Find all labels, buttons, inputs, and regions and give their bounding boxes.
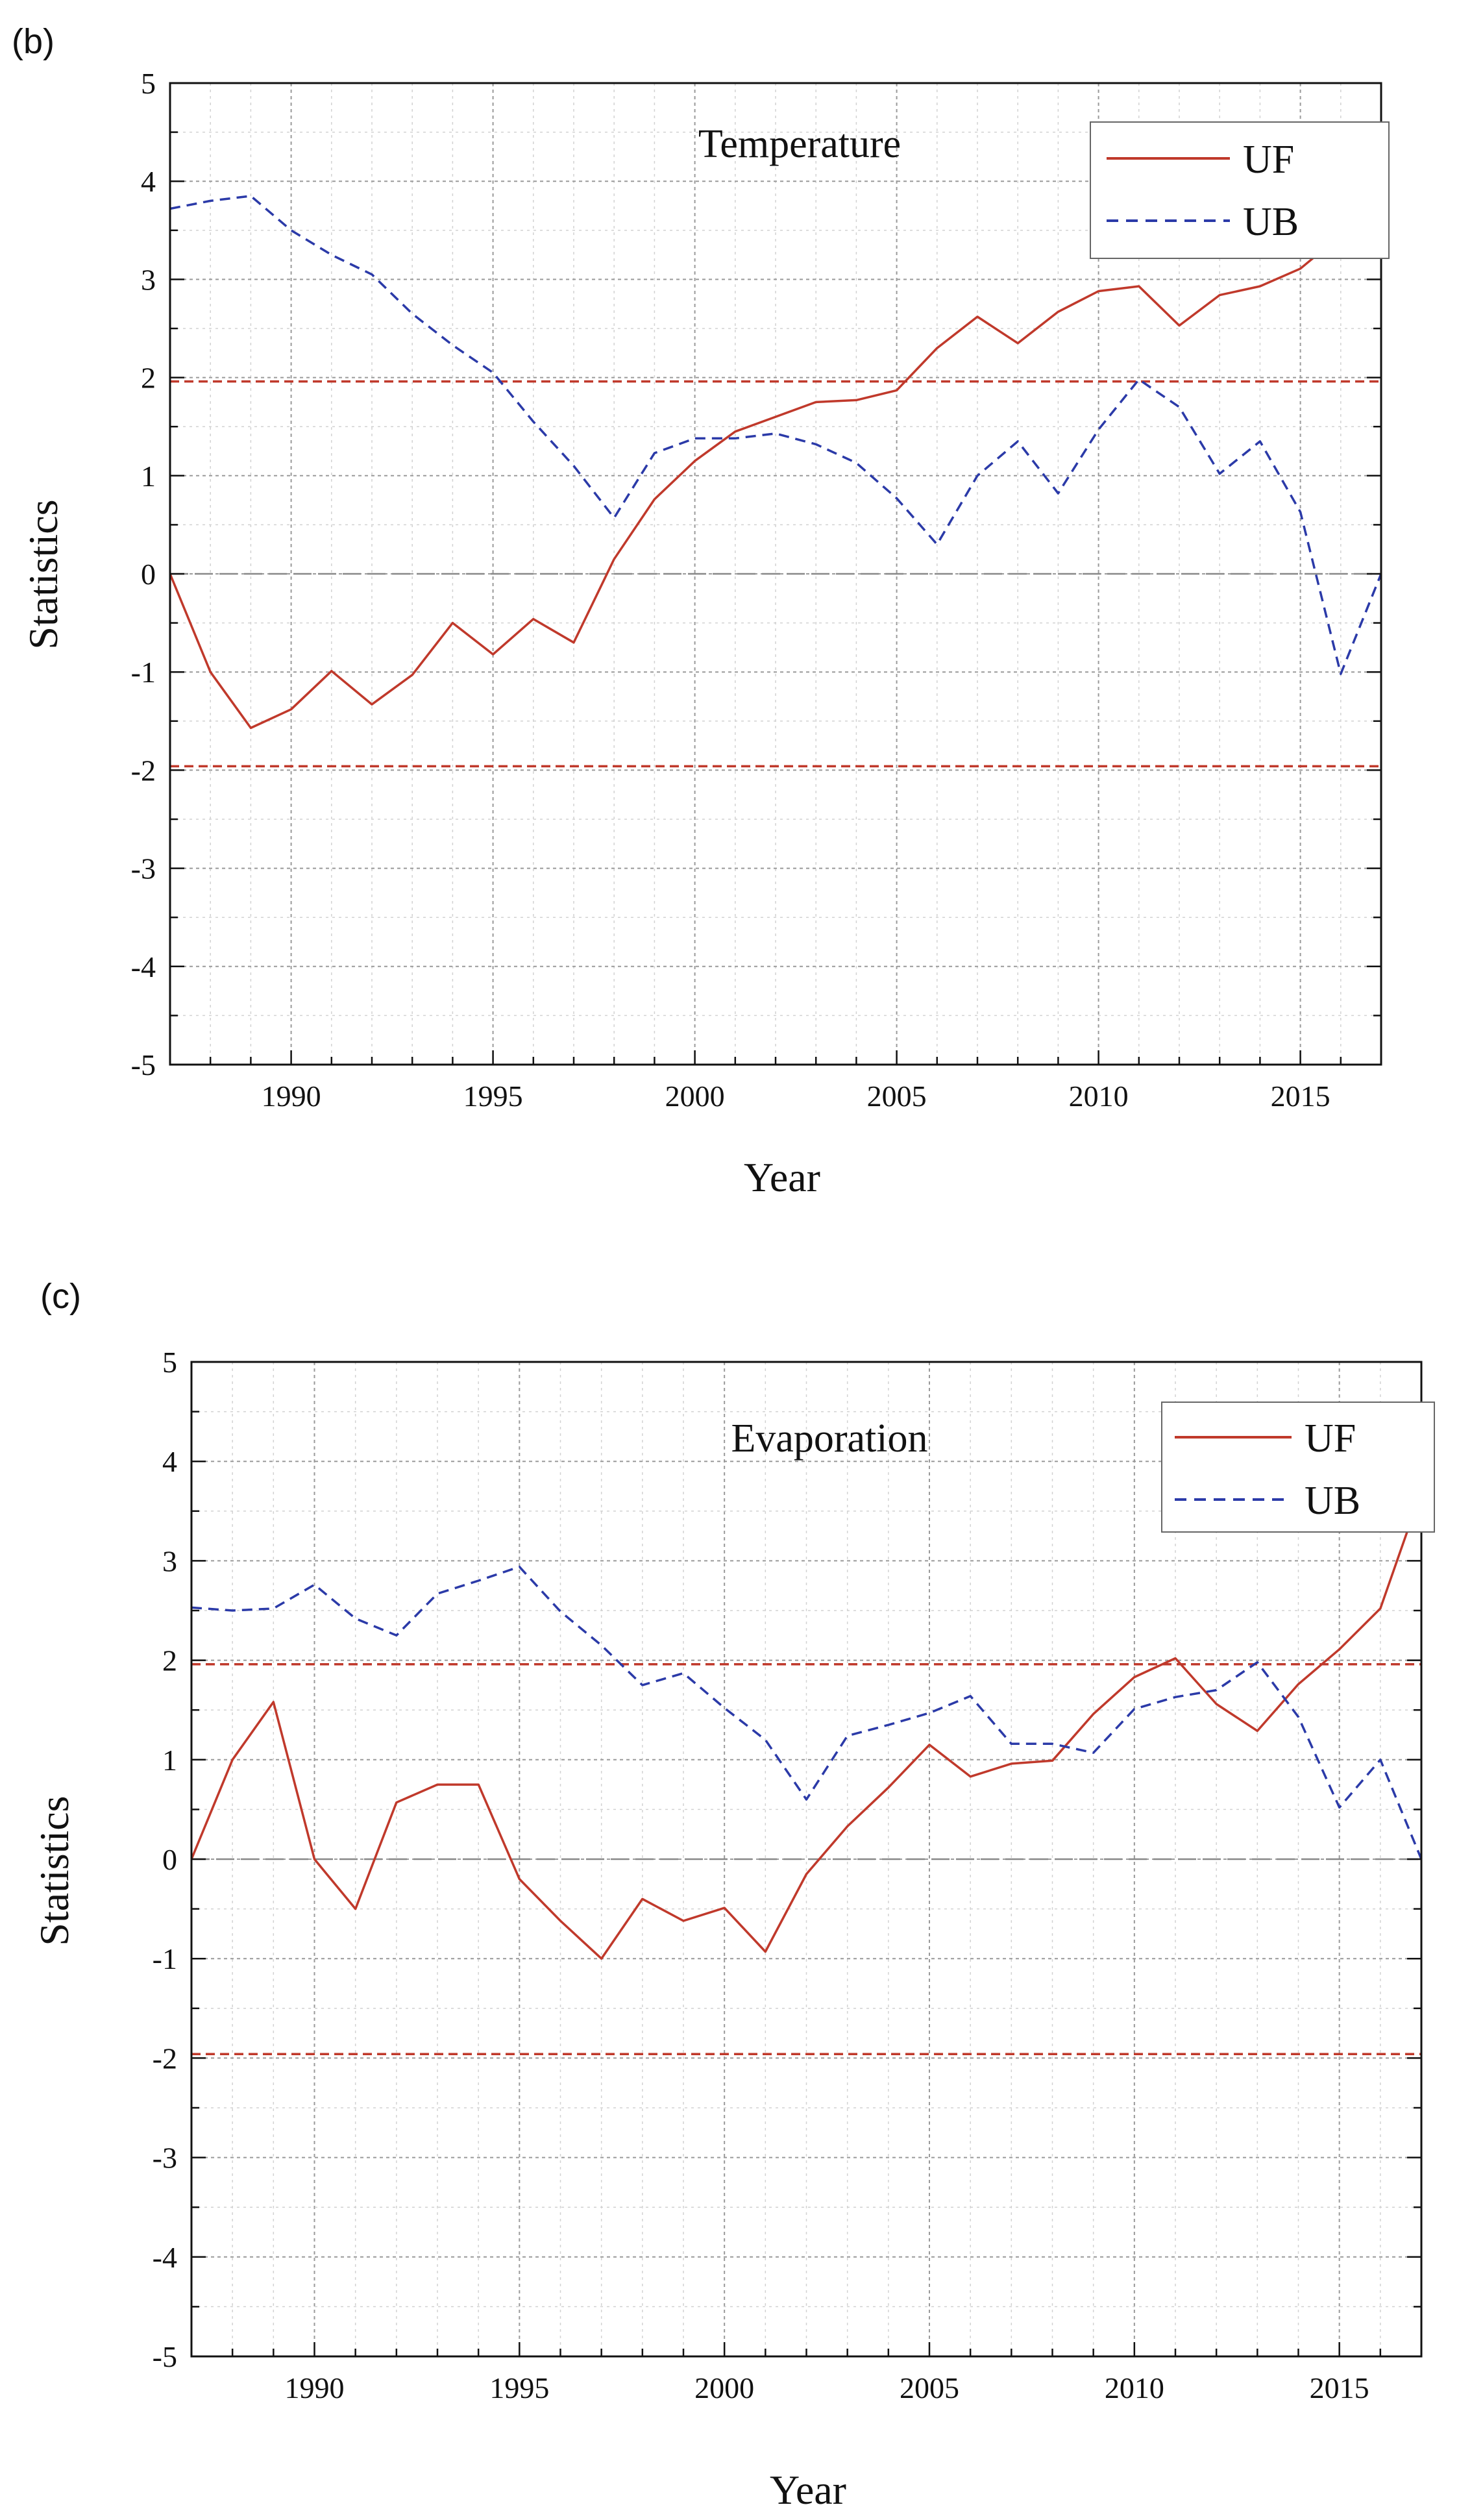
x-tick-label: 2000 (694, 2371, 754, 2404)
series-line-ub (191, 1565, 1423, 1860)
legend: UF UB (1090, 121, 1390, 259)
y-tick-label: 5 (141, 67, 156, 100)
x-tick-label: 1990 (262, 1080, 321, 1113)
reference-lines (170, 380, 1381, 768)
y-tick-label: -2 (153, 2042, 177, 2075)
chart-annotation: Temperature (698, 122, 901, 166)
y-tick-label: 1 (162, 1744, 177, 1777)
data-series (190, 1490, 1423, 1960)
legend-label-ub: UB (1243, 200, 1299, 244)
y-tick-label: -5 (131, 1048, 156, 1081)
series-line-uf (190, 1490, 1423, 1960)
tick-labels: 1990 1995 2000 2005 2010 2015 -5 -4 -3 -2 -1 0 1 2 3 4 5 (131, 67, 1330, 1113)
y-tick-label: -3 (131, 852, 156, 885)
legend-label-uf: UF (1243, 138, 1294, 182)
y-tick-label: 4 (162, 1445, 177, 1478)
grid-lines (169, 82, 1382, 1065)
tick-marks (169, 82, 1382, 1066)
y-tick-label: -4 (131, 950, 156, 983)
x-tick-label: 2000 (665, 1080, 725, 1113)
y-tick-label: -5 (153, 2340, 177, 2373)
x-tick-label: 1990 (285, 2371, 345, 2404)
y-tick-label: -2 (131, 754, 156, 787)
x-tick-label: 2015 (1271, 1080, 1330, 1113)
x-tick-label: 2010 (1069, 1080, 1129, 1113)
legend: UF UB (1161, 1402, 1435, 1533)
y-tick-label: 5 (162, 1346, 177, 1379)
series-line-uf (169, 212, 1382, 730)
tick-labels: 1990 1995 2000 2005 2010 2015 -5 -4 -3 -2 -1 0 1 2 3 4 5 (153, 1346, 1369, 2404)
y-axis-title: Statistics (31, 1796, 77, 1946)
y-tick-label: 0 (162, 1843, 177, 1876)
y-tick-label: -4 (153, 2241, 177, 2274)
y-tick-label: 2 (162, 1644, 177, 1677)
y-tick-label: 4 (141, 165, 156, 198)
x-tick-label: 2005 (900, 2371, 959, 2404)
data-series (169, 195, 1382, 730)
x-tick-label: 2005 (867, 1080, 927, 1113)
y-tick-label: -1 (153, 1942, 177, 1975)
x-tick-label: 1995 (489, 2371, 549, 2404)
legend-box (1161, 1402, 1435, 1533)
legend-box (1090, 121, 1390, 259)
chart-panel-temperature: (b) 1990 1995 2000 2005 2010 2015-5-4-3-2-101… (12, 22, 1390, 1200)
x-axis-title: Year (770, 2467, 846, 2513)
x-tick-label: 2010 (1105, 2371, 1164, 2404)
x-tick-label: 1995 (463, 1080, 523, 1113)
series-line-ub (169, 195, 1382, 675)
chart-annotation: Evaporation (731, 1416, 927, 1461)
y-tick-label: 3 (162, 1544, 177, 1577)
y-tick-label: 0 (141, 558, 156, 591)
panel-label: (b) (12, 22, 55, 61)
x-tick-label: 2015 (1310, 2371, 1369, 2404)
legend-label-ub: UB (1305, 1479, 1360, 1523)
y-tick-label: -1 (131, 656, 156, 689)
legend-label-uf: UF (1305, 1416, 1356, 1461)
reference-lines (191, 1662, 1421, 2056)
chart-panel-evaporation: (c) 1990 1995 2000 2005 2010 2015-5-4-3-2-101… (31, 1277, 1435, 2513)
panel-label: (c) (40, 1277, 81, 1316)
y-axis-title: Statistics (20, 499, 66, 649)
y-tick-label: 1 (141, 460, 156, 493)
y-tick-label: 2 (141, 362, 156, 395)
tick-marks (190, 1361, 1423, 2358)
y-tick-label: -3 (153, 2142, 177, 2175)
x-axis-title: Year (744, 1154, 820, 1200)
y-tick-label: 3 (141, 263, 156, 296)
